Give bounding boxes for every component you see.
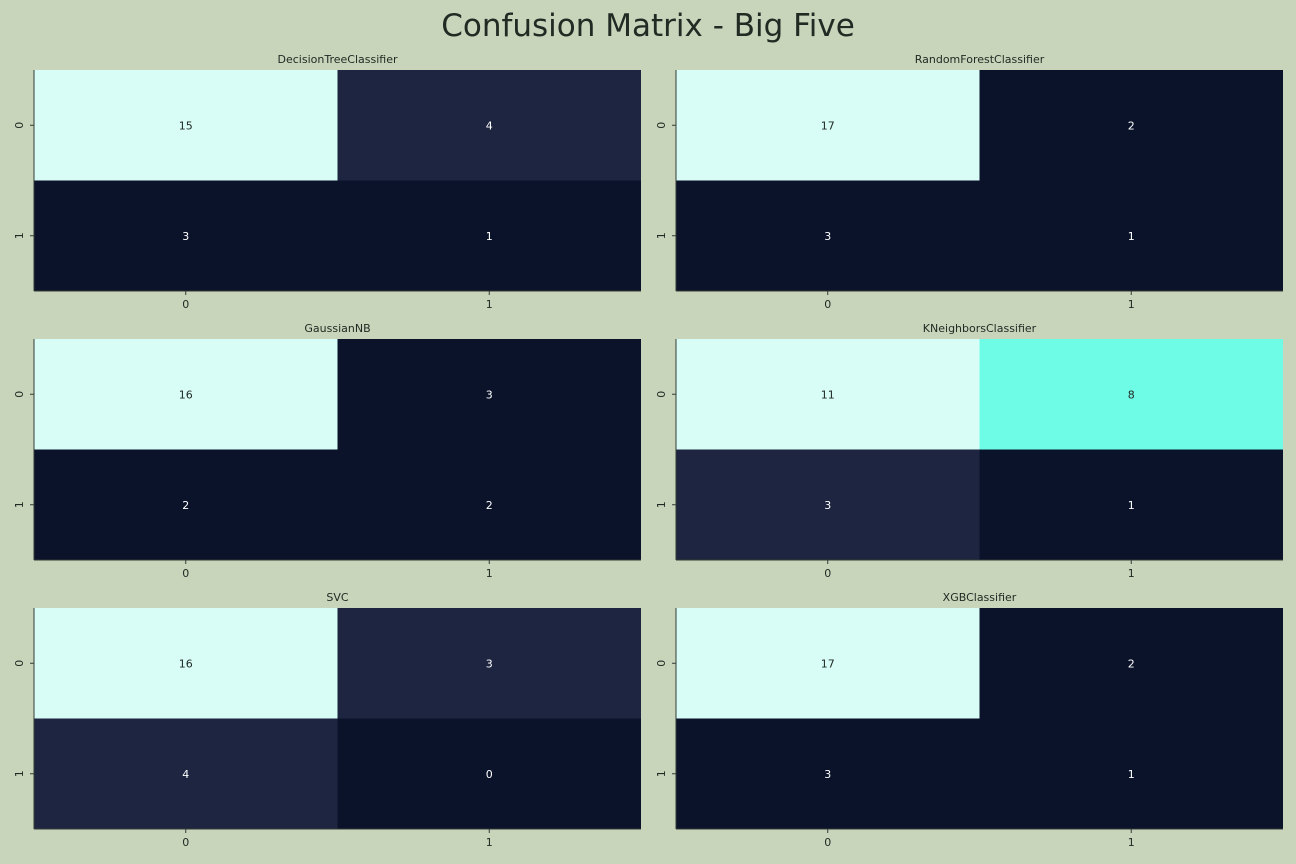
- y-tick-label: 0: [13, 391, 26, 398]
- y-tick-label: 1: [13, 501, 26, 508]
- x-tick-label: 1: [1128, 567, 1135, 580]
- heatmap-cell: [676, 449, 980, 560]
- x-tick-label: 1: [486, 836, 493, 849]
- y-tick-label: 0: [13, 122, 26, 129]
- heatmap-cell: [34, 449, 338, 560]
- y-tick-label: 1: [655, 770, 668, 777]
- cell-value-label: 0: [486, 768, 493, 781]
- y-tick-label: 0: [13, 660, 26, 667]
- y-tick-label: 1: [13, 770, 26, 777]
- x-tick-label: 0: [824, 836, 831, 849]
- heatmap-cell: [676, 180, 980, 291]
- y-tick-label: 0: [655, 122, 668, 129]
- cell-value-label: 3: [824, 499, 831, 512]
- panel-title: DecisionTreeClassifier: [278, 53, 398, 66]
- heatmap-panel-5: XGBClassifier 17 2 3 1 0 1 0 1: [655, 591, 1283, 849]
- cell-value-label: 1: [1128, 768, 1135, 781]
- cell-value-label: 3: [824, 230, 831, 243]
- panel-title: RandomForestClassifier: [915, 53, 1045, 66]
- heatmap-cell: [34, 70, 338, 181]
- y-tick-label: 1: [655, 501, 668, 508]
- heatmap-cell: [337, 608, 641, 719]
- panel-title: SVC: [326, 591, 349, 604]
- y-tick-label: 1: [655, 232, 668, 239]
- figure-title: Confusion Matrix - Big Five: [441, 8, 855, 44]
- cell-value-label: 3: [824, 768, 831, 781]
- heatmap-cell: [676, 70, 980, 181]
- heatmap-panel-4: SVC 16 3 4 0 0 1 0 1: [13, 591, 641, 849]
- heatmap-cell: [337, 718, 641, 829]
- cell-value-label: 2: [1128, 119, 1135, 132]
- heatmap-cell: [337, 180, 641, 291]
- heatmap-cell: [979, 70, 1283, 181]
- heatmap-cell: [34, 608, 338, 719]
- cell-value-label: 2: [1128, 657, 1135, 670]
- y-tick-label: 1: [13, 232, 26, 239]
- heatmap-cell: [979, 608, 1283, 719]
- x-tick-label: 1: [486, 567, 493, 580]
- cell-value-label: 1: [1128, 230, 1135, 243]
- panel-title: GaussianNB: [304, 322, 370, 335]
- cell-value-label: 3: [486, 388, 493, 401]
- cell-value-label: 2: [486, 499, 493, 512]
- heatmap-cell: [979, 339, 1283, 450]
- heatmap-cell: [979, 449, 1283, 560]
- x-tick-label: 0: [824, 567, 831, 580]
- y-tick-label: 0: [655, 391, 668, 398]
- cell-value-label: 3: [486, 657, 493, 670]
- cell-value-label: 17: [821, 657, 835, 670]
- heatmap-cell: [979, 718, 1283, 829]
- cell-value-label: 3: [182, 230, 189, 243]
- x-tick-label: 0: [182, 567, 189, 580]
- heatmap-cell: [337, 449, 641, 560]
- x-tick-label: 1: [1128, 298, 1135, 311]
- cell-value-label: 16: [179, 657, 193, 670]
- cell-value-label: 17: [821, 119, 835, 132]
- y-tick-label: 0: [655, 660, 668, 667]
- heatmap-panel-2: GaussianNB 16 3 2 2 0 1 0 1: [13, 322, 641, 580]
- cell-value-label: 1: [486, 230, 493, 243]
- cell-value-label: 11: [821, 388, 835, 401]
- heatmap-cell: [337, 70, 641, 181]
- heatmap-cell: [34, 339, 338, 450]
- cell-value-label: 8: [1128, 388, 1135, 401]
- cell-value-label: 2: [182, 499, 189, 512]
- heatmap-cell: [676, 608, 980, 719]
- panel-title: XGBClassifier: [943, 591, 1017, 604]
- heatmap-cell: [676, 718, 980, 829]
- x-tick-label: 0: [182, 836, 189, 849]
- cell-value-label: 4: [486, 119, 493, 132]
- x-tick-label: 1: [1128, 836, 1135, 849]
- cell-value-label: 4: [182, 768, 189, 781]
- heatmap-panel-1: RandomForestClassifier 17 2 3 1 0 1 0 1: [655, 53, 1283, 311]
- heatmap-cell: [979, 180, 1283, 291]
- heatmap-cell: [337, 339, 641, 450]
- cell-value-label: 15: [179, 119, 193, 132]
- heatmap-cell: [34, 180, 338, 291]
- heatmap-panel-0: DecisionTreeClassifier 15 4 3 1 0 1 0 1: [13, 53, 641, 311]
- panel-title: KNeighborsClassifier: [923, 322, 1037, 335]
- x-tick-label: 0: [824, 298, 831, 311]
- heatmap-cell: [676, 339, 980, 450]
- heatmap-cell: [34, 718, 338, 829]
- x-tick-label: 1: [486, 298, 493, 311]
- x-tick-label: 0: [182, 298, 189, 311]
- cell-value-label: 16: [179, 388, 193, 401]
- heatmap-panel-3: KNeighborsClassifier 11 8 3 1 0 1 0 1: [655, 322, 1283, 580]
- cell-value-label: 1: [1128, 499, 1135, 512]
